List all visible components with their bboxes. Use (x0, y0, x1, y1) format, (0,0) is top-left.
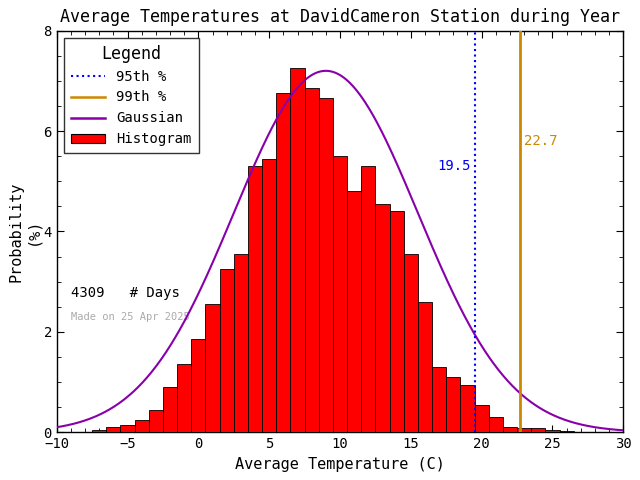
Bar (559, 431, 573, 432)
Legend: 95th %, 99th %, Gaussian, Histogram: 95th %, 99th %, Gaussian, Histogram (64, 37, 199, 153)
Bar (291, 68, 305, 432)
Bar (418, 302, 432, 432)
Bar (489, 417, 503, 432)
Bar (376, 204, 390, 432)
Bar (404, 254, 418, 432)
Bar (475, 405, 489, 432)
Bar (177, 364, 191, 432)
Bar (460, 384, 475, 432)
Bar (120, 425, 134, 432)
X-axis label: Average Temperature (C): Average Temperature (C) (235, 456, 445, 472)
Bar (234, 254, 248, 432)
Bar (276, 94, 291, 432)
Text: Made on 25 Apr 2025: Made on 25 Apr 2025 (71, 312, 189, 322)
Y-axis label: Probability
(%): Probability (%) (8, 181, 41, 282)
Bar (531, 428, 545, 432)
Bar (333, 156, 347, 432)
Bar (319, 98, 333, 432)
Bar (390, 211, 404, 432)
Bar (191, 339, 205, 432)
Bar (205, 304, 220, 432)
Bar (163, 387, 177, 432)
Bar (305, 88, 319, 432)
Bar (545, 430, 559, 432)
Bar (446, 377, 460, 432)
Bar (92, 430, 106, 432)
Bar (248, 166, 262, 432)
Bar (149, 409, 163, 432)
Bar (517, 428, 531, 432)
Text: 19.5: 19.5 (437, 159, 470, 173)
Text: 4309   # Days: 4309 # Days (71, 286, 180, 300)
Text: 22.7: 22.7 (524, 134, 557, 148)
Bar (503, 427, 517, 432)
Bar (432, 367, 446, 432)
Bar (361, 166, 376, 432)
Bar (220, 269, 234, 432)
Title: Average Temperatures at DavidCameron Station during Year: Average Temperatures at DavidCameron Sta… (60, 8, 620, 26)
Bar (106, 427, 120, 432)
Bar (262, 159, 276, 432)
Bar (347, 192, 361, 432)
Bar (134, 420, 149, 432)
